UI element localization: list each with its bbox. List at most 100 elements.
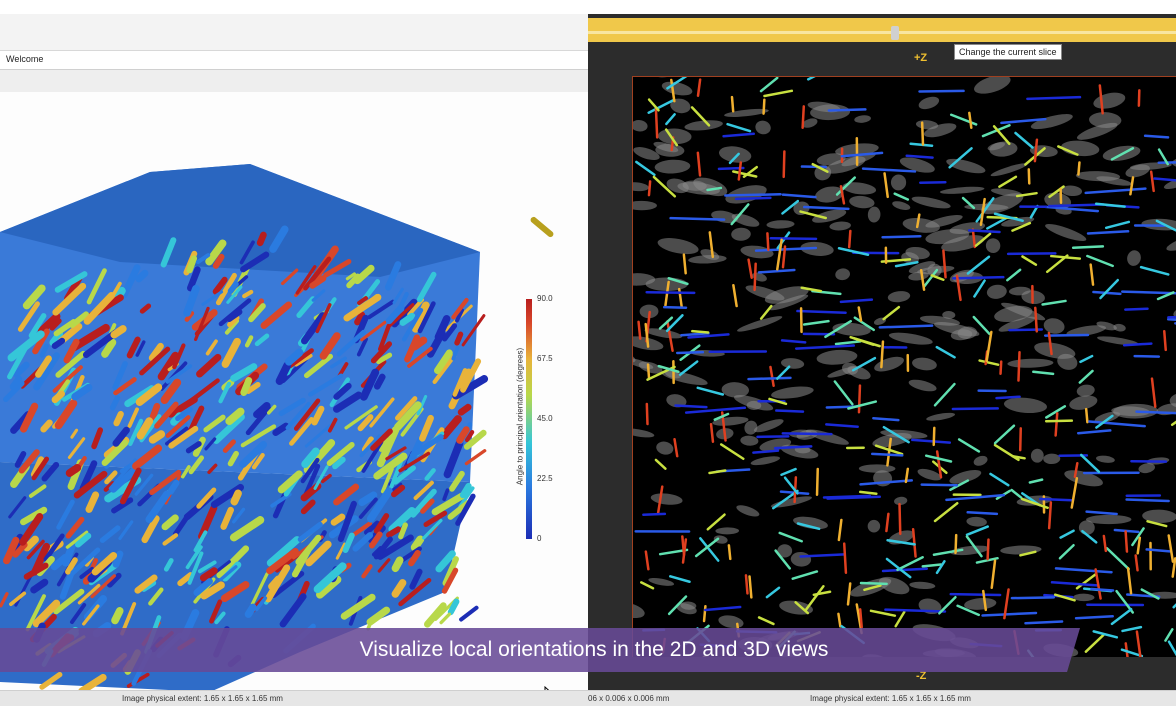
orientation-glyph — [905, 154, 934, 159]
orientation-glyph — [932, 426, 936, 447]
fiber-stroke — [212, 253, 225, 269]
fiber-stroke — [63, 338, 80, 364]
fiber-cross-section — [1097, 336, 1139, 346]
orientation-glyph — [1099, 278, 1120, 300]
slice-slider[interactable] — [588, 18, 1176, 42]
fiber-cross-section — [908, 379, 937, 392]
orientation-glyph — [647, 98, 676, 114]
fiber-cross-section — [1156, 403, 1176, 416]
fiber-stroke — [358, 491, 378, 507]
orientation-glyph — [1044, 205, 1100, 213]
orientation-glyph — [955, 274, 962, 302]
orientation-glyph — [909, 142, 934, 147]
fiber-cross-section — [677, 182, 721, 195]
fiber-stroke — [39, 343, 49, 358]
fiber-stroke — [49, 318, 62, 331]
orientation-glyph — [1024, 620, 1064, 625]
fiber-stroke — [369, 397, 395, 428]
fiber-stroke — [434, 315, 451, 341]
orientation-glyph — [691, 329, 710, 334]
fiber-cross-section — [925, 229, 970, 245]
orientation-glyph — [1073, 461, 1079, 478]
orientation-glyph — [1047, 331, 1053, 356]
orientation-glyph — [968, 111, 973, 129]
orientation-glyph — [1122, 342, 1153, 347]
fiber-stroke — [37, 312, 61, 335]
fiber-stroke — [391, 556, 404, 573]
fiber-cross-section — [1096, 455, 1115, 463]
fiber-stroke — [112, 550, 124, 568]
orientation-glyph — [1015, 191, 1038, 198]
fiber-stroke — [128, 418, 144, 447]
orientation-glyph — [1018, 427, 1022, 452]
fiber-stroke — [75, 532, 92, 548]
fiber-stroke — [373, 452, 408, 480]
fiber-stroke — [248, 303, 266, 323]
fiber-cross-section — [1138, 463, 1155, 474]
fiber-cross-section — [842, 182, 877, 195]
fiber-stroke — [194, 306, 210, 342]
fiber-stroke — [394, 396, 418, 421]
fiber-stroke — [106, 572, 122, 588]
fiber-stroke — [360, 320, 387, 342]
orientation-glyph — [951, 407, 999, 411]
fiber-stroke — [19, 402, 39, 433]
orientation-glyph — [687, 333, 730, 339]
orientation-glyph — [952, 275, 1005, 280]
slider-track[interactable] — [588, 31, 1176, 34]
fiber-stroke — [388, 506, 416, 534]
fiber-stroke — [148, 342, 164, 362]
fiber-stroke — [70, 323, 110, 352]
fiber-stroke — [297, 521, 323, 543]
fiber-stroke — [240, 251, 270, 273]
orientation-glyph — [795, 344, 856, 350]
fiber-stroke — [423, 510, 448, 528]
orientation-glyph — [1028, 478, 1044, 484]
slider-thumb[interactable] — [891, 26, 899, 40]
fiber-stroke — [65, 557, 78, 575]
orientation-glyph — [762, 98, 766, 115]
orientation-glyph — [747, 258, 753, 279]
orientation-glyph — [1145, 548, 1172, 553]
orientation-glyph — [757, 268, 796, 274]
fiber-stroke — [7, 330, 45, 362]
orientation-glyph — [1121, 290, 1176, 295]
fiber-stroke — [82, 329, 119, 359]
orientation-glyph — [1048, 203, 1105, 208]
fiber-cross-section — [1129, 162, 1172, 170]
fiber-stroke — [175, 406, 193, 422]
orientation-glyph — [752, 449, 780, 454]
tab-welcome[interactable]: Welcome — [6, 54, 44, 64]
fiber-cross-section — [790, 552, 812, 567]
orientation-glyph — [948, 147, 973, 169]
fiber-stroke — [25, 594, 46, 632]
fiber-volume-render[interactable] — [0, 92, 588, 706]
fiber-stroke — [399, 312, 416, 326]
orientation-glyph — [1021, 255, 1038, 266]
fiber-cross-section — [812, 209, 847, 223]
orientation-glyph — [1054, 412, 1059, 437]
orientation-glyph — [1045, 405, 1067, 419]
colorbar-tick: 90.0 — [537, 294, 553, 303]
orientation-glyph — [781, 199, 800, 215]
fiber-stroke — [40, 419, 53, 433]
fiber-stroke — [256, 231, 267, 247]
fiber-cross-section — [631, 120, 648, 132]
orientation-glyph — [796, 309, 847, 315]
fiber-cross-section — [942, 311, 956, 319]
fiber-cross-section — [888, 332, 933, 345]
orientation-glyph — [874, 444, 904, 456]
orientation-glyph — [870, 452, 904, 457]
orientation-glyph — [851, 356, 877, 372]
fiber-stroke — [311, 289, 326, 302]
fiber-stroke — [108, 458, 137, 490]
orientation-glyph — [849, 335, 875, 346]
fiber-stroke — [423, 602, 447, 628]
fiber-stroke — [361, 436, 374, 453]
orientation-glyph — [1092, 630, 1119, 639]
slice-image[interactable] — [588, 31, 1176, 706]
fiber-cross-section — [987, 142, 1005, 151]
fiber-cross-section — [899, 157, 935, 173]
3d-view-canvas[interactable]: 90.0 67.5 45.0 22.5 0 Angle to principal… — [0, 92, 588, 706]
fiber-stroke — [113, 377, 137, 396]
